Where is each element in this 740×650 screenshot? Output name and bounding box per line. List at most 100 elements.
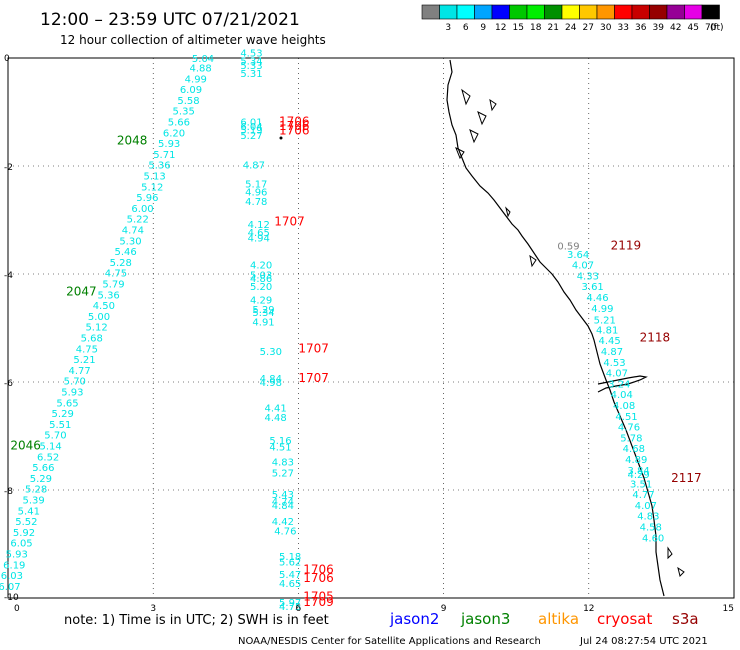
scale-swatch: [544, 4, 563, 20]
pass-label: 1705: [303, 590, 334, 604]
pass-label: 2048: [117, 133, 148, 147]
swh-value: 4.86: [250, 274, 272, 285]
swh-value: 5.36: [98, 290, 120, 301]
pass-label: 2118: [640, 331, 671, 345]
swh-value: 4.76: [618, 423, 640, 434]
swh-value: 4.33: [577, 271, 599, 282]
swh-value: 6.07: [0, 582, 21, 593]
swh-value: 5.29: [252, 305, 274, 316]
swh-value: 5.04: [192, 54, 214, 65]
swh-value: 4.83: [637, 512, 659, 523]
legend-jason2: jason2: [389, 610, 439, 628]
swh-value: 3.61: [582, 282, 604, 293]
swh-value: 5.34: [240, 56, 262, 67]
swh-value: 5.93: [61, 388, 83, 399]
swh-value: 4.75: [76, 344, 98, 355]
swh-value: 4.07: [572, 261, 594, 272]
scale-swatch: [701, 4, 720, 20]
swh-value: 5.93: [6, 550, 28, 561]
swh-value: 5.16: [269, 436, 291, 447]
swh-value: 5.31: [240, 69, 262, 80]
timestamp-text: Jul 24 08:27:54 UTC 2021: [579, 636, 708, 647]
axis-ticks: 0 3 6 9 12 15 0 -2 -4 -6 -8 -10: [4, 54, 734, 614]
swh-value: 6.04: [240, 122, 262, 133]
scale-swatch: [509, 4, 528, 20]
swh-value: 5.39: [23, 496, 45, 507]
scale-swatch: [614, 4, 633, 20]
scale-label: 18: [530, 23, 542, 33]
scale-label: 6: [463, 23, 469, 33]
swh-value: 4.07: [635, 501, 657, 512]
scale-label: 42: [670, 23, 681, 33]
swh-value: 4.74: [272, 497, 294, 508]
swh-value: 4.41: [265, 404, 287, 415]
swh-value: 5.20: [250, 282, 272, 293]
swh-value: 5.35: [173, 107, 195, 118]
swh-value: 4.96: [245, 188, 267, 199]
swh-value: 5.51: [49, 420, 71, 431]
pass-label: 1706: [303, 571, 334, 585]
pass-label: 1706: [279, 124, 310, 138]
swh-value: 0.59: [557, 242, 579, 253]
swh-value: 5.27: [240, 131, 262, 142]
swh-value: 5.21: [73, 355, 95, 366]
swh-value: 5.71: [153, 150, 175, 161]
swh-value: 4.75: [279, 602, 301, 613]
scale-swatch: [579, 4, 598, 20]
pass-labels: 2048204720462045170617061706170717071707…: [10, 115, 701, 610]
y-tick-label: 0: [4, 54, 10, 64]
scale-swatch: [439, 4, 458, 20]
chart-subtitle: 12 hour collection of altimeter wave hei…: [60, 33, 326, 47]
swh-value: 6.01: [240, 118, 262, 129]
swh-value: 5.41: [18, 506, 40, 517]
swh-value: 5.58: [177, 96, 199, 107]
swh-value: 6.09: [180, 85, 202, 96]
swh-value: 5.34: [252, 308, 274, 319]
color-scale-legend: 3 6 9 12 15 18 21 24 27 30 33 36 39 42 45 70: [421, 4, 720, 33]
swh-value: 4.91: [252, 317, 274, 328]
swh-value: 5.46: [114, 247, 136, 258]
swh-value: 5.28: [25, 485, 47, 496]
pass-label: 1706: [279, 115, 310, 129]
pass-label: 1707: [274, 214, 305, 228]
swh-value: 5.70: [44, 431, 66, 442]
scale-label: 9: [480, 23, 486, 33]
swh-value: 6.05: [10, 539, 32, 550]
scale-swatch: [456, 4, 475, 20]
swh-value: 5.18: [279, 552, 301, 563]
swh-value: 5.78: [620, 433, 642, 444]
swh-value: 5.47: [279, 570, 301, 581]
satellite-legend: jason2 jason3 altika cryosat s3a: [389, 610, 699, 628]
x-tick-label: 15: [723, 604, 734, 614]
swh-value: 5.21: [594, 316, 616, 327]
swh-value: 6.03: [1, 571, 23, 582]
coastline: [446, 59, 665, 597]
swh-value: 5.70: [64, 377, 86, 388]
swh-value: 5.79: [102, 280, 124, 291]
swh-value: 3.24: [608, 379, 630, 390]
swh-value: 5.30: [119, 236, 141, 247]
swh-value: 5.36: [148, 161, 170, 172]
x-tick-label: 3: [150, 604, 156, 614]
swh-value: 5.17: [245, 180, 267, 191]
swh-value: 4.51: [615, 412, 637, 423]
swh-value: 4.88: [190, 64, 212, 75]
swh-value: 4.84: [260, 374, 282, 385]
swh-value: 4.42: [272, 517, 294, 528]
swh-value: 5.00: [88, 312, 110, 323]
legend-jason3: jason3: [460, 610, 510, 628]
coastline-peninsula: [597, 375, 648, 393]
swh-value: 5.65: [56, 398, 78, 409]
footnote: note: 1) Time is in UTC; 2) SWH is in fe…: [64, 613, 329, 628]
swh-value: 4.07: [606, 369, 628, 380]
swh-value: 5.29: [30, 474, 52, 485]
swh-value: 5.62: [279, 558, 301, 569]
swh-value: 3.84: [628, 466, 650, 477]
swh-value: 4.76: [274, 526, 296, 537]
swh-value: 5.27: [272, 469, 294, 480]
swh-value: 4.75: [105, 269, 127, 280]
scale-label: 33: [618, 23, 629, 33]
swh-value: 5.12: [141, 182, 163, 193]
scale-swatch: [526, 4, 545, 20]
